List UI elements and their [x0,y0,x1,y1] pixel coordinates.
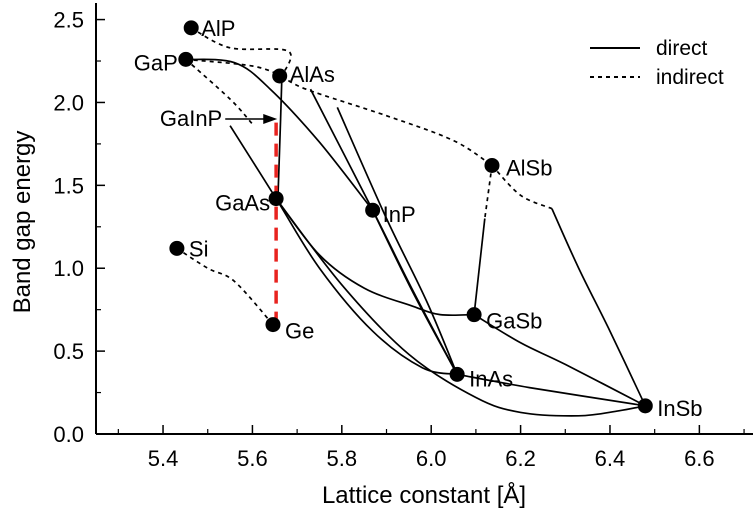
y-tick-label: 1.5 [53,173,84,198]
x-tick-label: 6.2 [505,446,536,471]
x-axis-title: Lattice constant [Å] [322,481,526,509]
x-tick-label: 6.0 [416,446,447,471]
indirect-gap-curve [281,75,493,167]
label-alas: AlAs [290,62,335,87]
indirect-gap-curve [185,58,254,125]
y-tick-label: 1.0 [53,256,84,281]
x-tick-label: 6.4 [595,446,626,471]
point-gasb [466,307,482,323]
direct-gap-curve [473,218,486,315]
point-gap [178,51,194,67]
label-gainp: GaInP [160,106,222,131]
indirect-gap-curve [483,165,493,219]
label-alsb: AlSb [506,155,552,180]
gainp-arrow-head [263,114,278,125]
y-tick-label: 0.0 [53,422,84,447]
indirect-gap-curve [491,164,553,210]
x-tick-label: 5.4 [148,446,179,471]
label-alp: AlP [201,16,235,41]
direct-gap-curve [275,198,646,417]
point-gaas [268,191,284,207]
y-tick-label: 0.5 [53,339,84,364]
direct-gap-curve [336,107,458,375]
direct-gap-curve [551,208,647,407]
label-gap: GaP [134,50,178,75]
point-label-group: AlP GaP AlAs AlSb GaAs InP Si GaSb Ge InAs InSb GaI… [134,16,703,421]
label-inas: InAs [469,366,513,391]
point-group [169,20,653,414]
indirect-gap-curve [176,247,274,326]
direct-gap-curve [309,88,458,375]
legend-indirect-label: indirect [656,66,724,89]
point-alp [183,20,199,36]
label-si: Si [189,236,209,261]
label-ge: Ge [285,319,314,344]
legend: direct indirect [590,37,724,89]
x-tick-label: 5.8 [327,446,358,471]
label-gaas: GaAs [215,191,270,216]
direct-gap-curve [185,58,374,211]
point-inas [449,366,465,382]
point-alsb [484,157,500,173]
indirect-gap-curve [190,27,292,77]
curve-group [176,27,647,417]
point-si [169,240,185,256]
direct-gap-curve [473,313,646,407]
y-tick-label: 2.5 [53,8,84,33]
tick-group: 5.4 5.6 5.8 6.0 6.2 6.4 6.6 0.0 0.5 1.0 1.5 2.0 2.5 [53,8,745,471]
axes [95,3,753,435]
direct-gap-curve [229,125,458,376]
y-axis-title: Band gap energy [9,131,36,314]
point-insb [637,398,653,414]
label-insb: InSb [657,396,702,421]
legend-direct-label: direct [656,37,708,60]
y-tick-label: 2.0 [53,90,84,115]
label-inp: InP [383,202,416,227]
label-gasb: GaSb [486,309,542,334]
direct-gap-curve [456,373,646,407]
point-inp [365,202,381,218]
x-tick-label: 5.6 [237,446,268,471]
x-tick-label: 6.6 [684,446,715,471]
point-ge [265,317,281,333]
point-alas [272,68,288,84]
direct-gap-curve [277,75,283,199]
